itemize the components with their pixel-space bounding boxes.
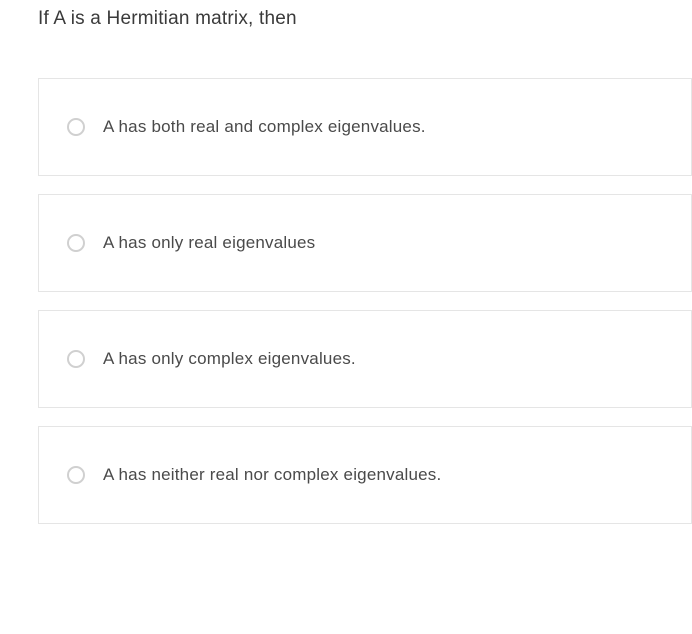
- option-label: A has neither real nor complex eigenvalu…: [103, 465, 441, 485]
- option-card-1[interactable]: A has only real eigenvalues: [38, 194, 692, 292]
- question-text: If A is a Hermitian matrix, then: [38, 8, 692, 30]
- option-card-0[interactable]: A has both real and complex eigenvalues.: [38, 78, 692, 176]
- option-card-2[interactable]: A has only complex eigenvalues.: [38, 310, 692, 408]
- radio-icon: [67, 350, 85, 368]
- radio-icon: [67, 234, 85, 252]
- quiz-container: If A is a Hermitian matrix, then A has b…: [0, 0, 692, 524]
- option-label: A has only real eigenvalues: [103, 233, 315, 253]
- option-label: A has both real and complex eigenvalues.: [103, 117, 426, 137]
- option-card-3[interactable]: A has neither real nor complex eigenvalu…: [38, 426, 692, 524]
- option-label: A has only complex eigenvalues.: [103, 349, 356, 369]
- radio-icon: [67, 118, 85, 136]
- radio-icon: [67, 466, 85, 484]
